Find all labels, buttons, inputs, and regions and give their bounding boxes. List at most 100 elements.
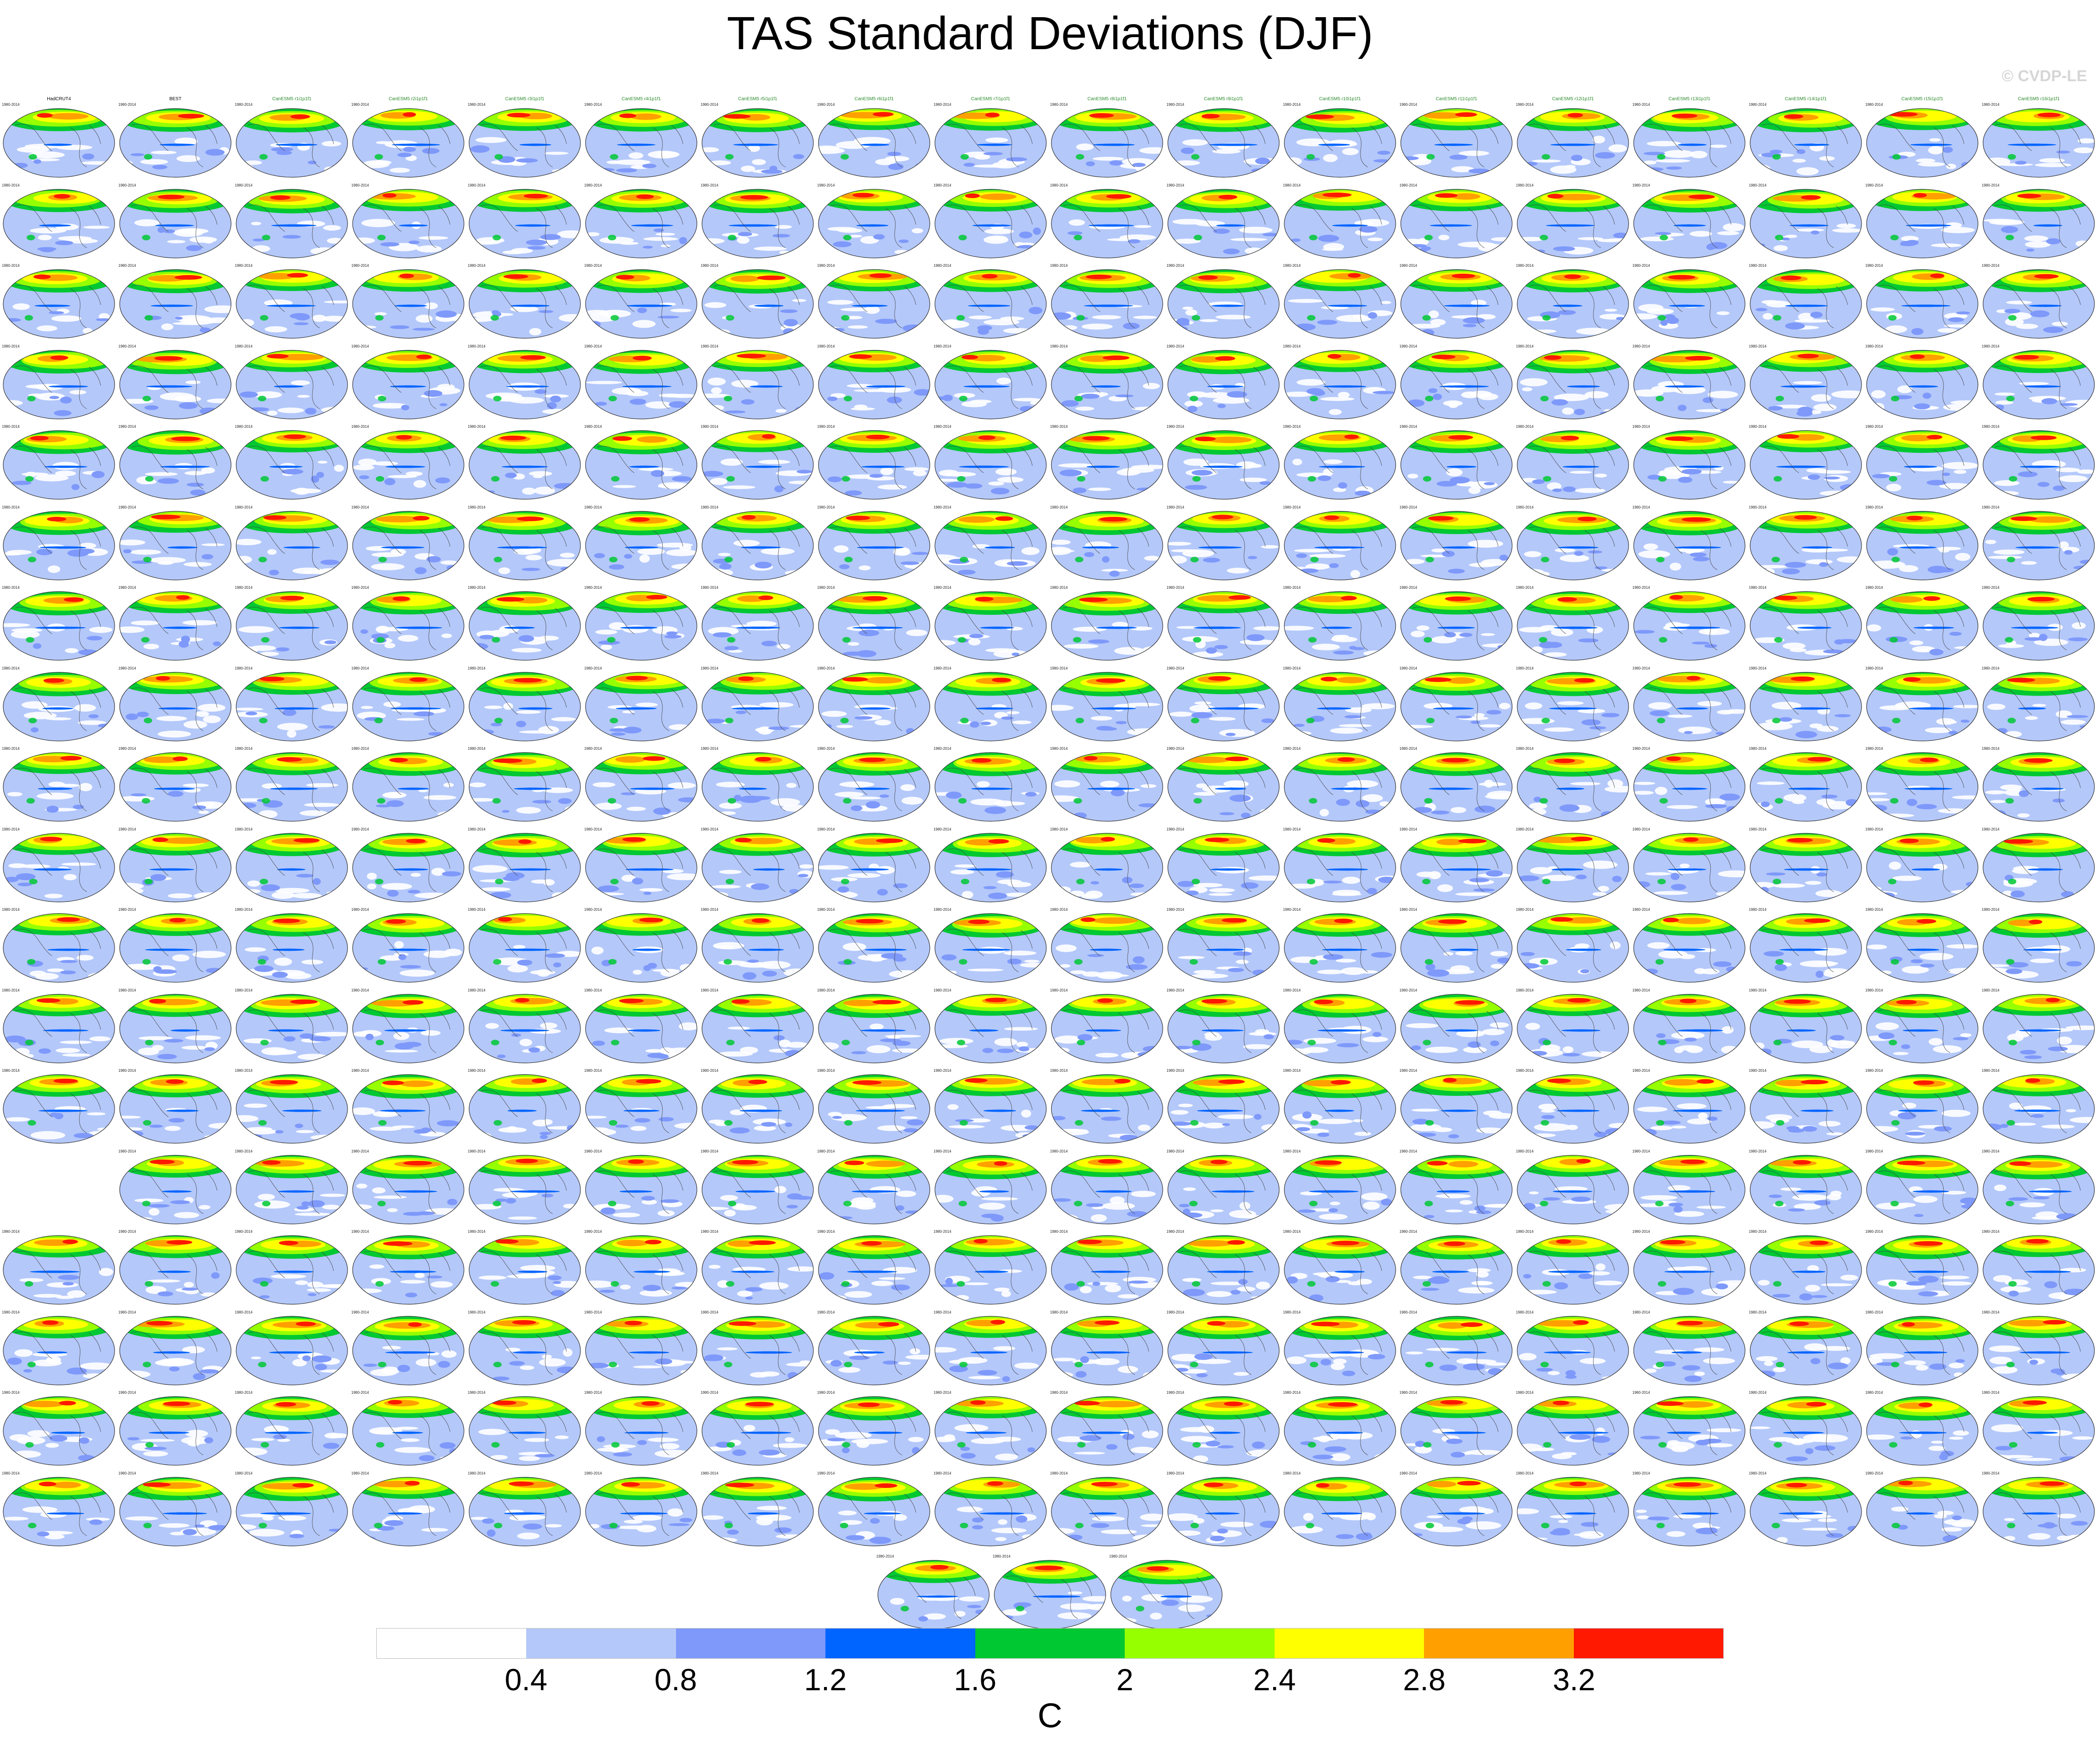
map-panel: 1980-2014 (467, 1223, 583, 1306)
panel-years: 1980-2014 (934, 264, 952, 268)
globe-map (1400, 1074, 1513, 1144)
panel-years: 1980-2014 (1749, 264, 1767, 268)
map-panel-grid: HadCRUT4 1980-2014 BEST 1980-2014 CanESM5 r1… (1, 97, 2097, 1629)
globe-map (1051, 1074, 1163, 1144)
globe-map (469, 510, 581, 580)
panel-years: 1980-2014 (1399, 1230, 1417, 1234)
map-panel: 1980-2014 (1864, 258, 1980, 340)
panel-title: CanESM5 r5i1p1f1 (738, 97, 778, 102)
map-panel: 1980-2014 (350, 419, 466, 501)
panel-years: 1980-2014 (468, 747, 486, 751)
map-panel: 1980-2014 (933, 499, 1049, 582)
map-panel: 1980-2014 (350, 740, 466, 823)
panel-years: 1980-2014 (1865, 344, 1883, 348)
map-panel: 1980-2014 (1748, 1465, 1864, 1548)
panel-years: 1980-2014 (468, 505, 486, 509)
map-panel: 1980-2014 (1, 338, 117, 421)
map-panel: 1980-2014 (1748, 499, 1864, 582)
globe-map (934, 1154, 1047, 1224)
map-panel: 1980-2014 (467, 821, 583, 904)
panel-title: CanESM5 r7i1p1f1 (971, 97, 1011, 102)
globe-map (1400, 1154, 1513, 1224)
globe-map (236, 1154, 348, 1224)
panel-years: 1980-2014 (992, 1554, 1011, 1558)
panel-years: 1980-2014 (351, 505, 369, 509)
panel-years: 1980-2014 (1283, 1230, 1301, 1234)
panel-years: 1980-2014 (1982, 344, 2000, 348)
globe-map (236, 269, 348, 339)
panel-years: 1980-2014 (118, 183, 136, 187)
panel-years: 1980-2014 (584, 908, 602, 912)
panel-years: 1980-2014 (1283, 264, 1301, 268)
map-panel: 1980-2014 (816, 1304, 932, 1387)
globe-map (702, 1235, 814, 1305)
globe-map (3, 269, 115, 339)
map-panel: 1980-2014 (1864, 1304, 1980, 1387)
map-panel: 1980-2014 (1631, 1143, 1747, 1226)
globe-map (1284, 1154, 1396, 1224)
panel-years: 1980-2014 (1050, 1391, 1068, 1395)
panel-years: 1980-2014 (701, 1149, 719, 1153)
panel-years: 1980-2014 (468, 1149, 486, 1153)
globe-map (934, 510, 1047, 580)
panel-years: 1980-2014 (1399, 344, 1417, 348)
panel-years: 1980-2014 (2, 1230, 20, 1234)
map-panel: 1980-2014 (816, 177, 932, 260)
map-panel: 1980-2014 (1864, 1143, 1980, 1226)
globe-map (818, 913, 930, 983)
panel-years: 1980-2014 (351, 344, 369, 348)
panel-years: 1980-2014 (118, 1471, 136, 1475)
map-panel: 1980-2014 (700, 1223, 816, 1306)
panel-years: 1980-2014 (1166, 1471, 1185, 1475)
map-panel: 1980-2014 (467, 1062, 583, 1145)
globe-map (1517, 752, 1629, 822)
panel-years: 1980-2014 (1516, 344, 1534, 348)
map-panel: 1980-2014 (583, 177, 699, 260)
map-panel: 1980-2014 (816, 419, 932, 501)
panel-years: 1980-2014 (1050, 1310, 1068, 1314)
colorbar-tick-label: 1.2 (804, 1662, 847, 1697)
map-panel: 1980-2014 (1631, 740, 1747, 823)
map-panel: 1980-2014 (350, 1143, 466, 1226)
map-panel: 1980-2014 (234, 419, 350, 501)
map-panel: 1980-2014 (1515, 1384, 1631, 1467)
globe-map (1983, 832, 2095, 902)
map-panel: 1980-2014 (1166, 580, 1282, 662)
panel-years: 1980-2014 (2, 827, 20, 831)
globe-map (934, 349, 1047, 419)
panel-years: 1980-2014 (584, 103, 602, 107)
panel-years: 1980-2014 (584, 1391, 602, 1395)
map-panel: 1980-2014 (583, 982, 699, 1065)
panel-years: 1980-2014 (1749, 586, 1767, 590)
globe-map (119, 913, 232, 983)
map-panel: 1980-2014 (1049, 1062, 1165, 1145)
globe-map (1517, 430, 1629, 500)
panel-years: 1980-2014 (1166, 1310, 1185, 1314)
map-panel: 1980-2014 (1864, 982, 1980, 1065)
map-panel: 1980-2014 (1981, 821, 2097, 904)
globe-map (1051, 832, 1163, 902)
panel-years: 1980-2014 (1166, 264, 1185, 268)
map-panel: 1980-2014 (117, 982, 233, 1065)
globe-map (585, 1154, 697, 1224)
map-panel: 1980-2014 (234, 580, 350, 662)
map-panel: 1980-2014 (1515, 1223, 1631, 1306)
map-panel: 1980-2014 (1515, 901, 1631, 984)
panel-years: 1980-2014 (1749, 425, 1767, 429)
panel-years: 1980-2014 (2, 505, 20, 509)
globe-map (1284, 430, 1396, 500)
map-panel: CanESM5 r3i1p1f1 1980-2014 (467, 97, 583, 179)
panel-years: 1980-2014 (118, 1230, 136, 1234)
panel-years: 1980-2014 (351, 264, 369, 268)
map-panel: 1980-2014 (1748, 177, 1864, 260)
panel-years: 1980-2014 (1283, 747, 1301, 751)
panel-years: 1980-2014 (1516, 988, 1534, 992)
globe-map (934, 430, 1047, 500)
map-panel: 1980-2014 (583, 821, 699, 904)
map-panel: 1980-2014 (1, 177, 117, 260)
map-panel: 1980-2014 (933, 580, 1049, 662)
globe-map (1400, 1396, 1513, 1466)
globe-map (1633, 913, 1746, 983)
map-panel: 1980-2014 (1398, 901, 1514, 984)
panel-title: CanESM5 r6i1p1f1 (854, 97, 894, 102)
